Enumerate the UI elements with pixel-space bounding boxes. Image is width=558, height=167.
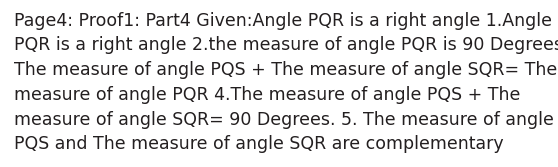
Text: The measure of angle PQS + The measure of angle SQR= The: The measure of angle PQS + The measure o… — [14, 61, 557, 79]
Text: measure of angle PQR 4.The measure of angle PQS + The: measure of angle PQR 4.The measure of an… — [14, 86, 520, 104]
Text: measure of angle SQR= 90 Degrees. 5. The measure of angle: measure of angle SQR= 90 Degrees. 5. The… — [14, 111, 554, 129]
Text: Page4: Proof1: Part4 Given:Angle PQR is a right angle 1.Angle: Page4: Proof1: Part4 Given:Angle PQR is … — [14, 12, 552, 30]
Text: PQS and The measure of angle SQR are complementary: PQS and The measure of angle SQR are com… — [14, 135, 503, 153]
Text: PQR is a right angle 2.the measure of angle PQR is 90 Degrees 3.: PQR is a right angle 2.the measure of an… — [14, 36, 558, 54]
